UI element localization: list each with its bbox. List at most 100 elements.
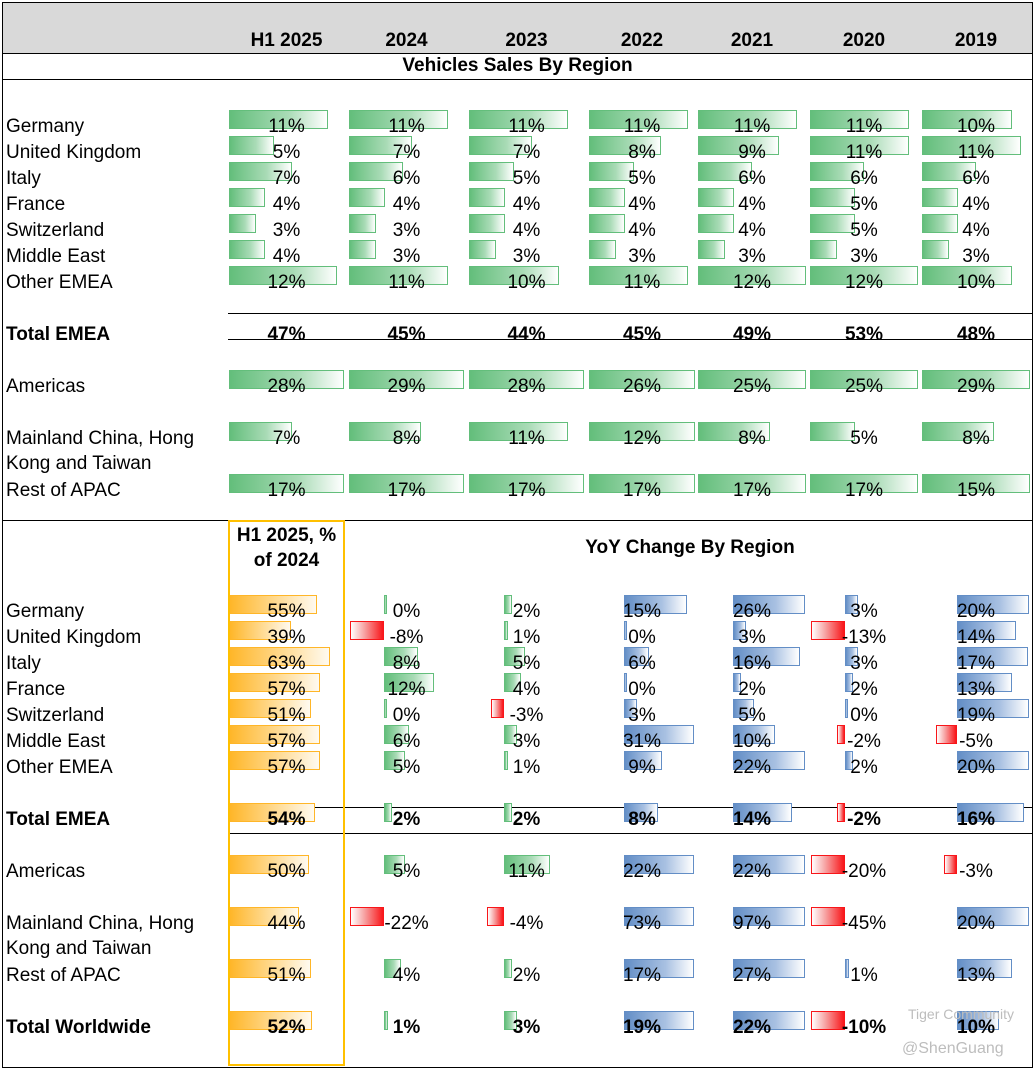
- yoy-change-bar: [624, 621, 627, 640]
- share-bar: [810, 266, 918, 285]
- share-value: 4%: [962, 194, 990, 215]
- yoy-change-bar: [504, 751, 509, 770]
- yoy-change-bar: [384, 725, 410, 744]
- share-value: 28%: [267, 376, 306, 397]
- yoy-change-bar: [624, 855, 694, 874]
- yoy-change-value: 0%: [392, 601, 421, 622]
- h1-progress-value: 55%: [267, 601, 306, 622]
- column-header: H1 2025: [250, 30, 323, 51]
- share-value: 45%: [622, 324, 662, 345]
- column-header: 2021: [730, 30, 774, 51]
- yoy-change-bar: [624, 907, 694, 926]
- yoy-change-value: -4%: [509, 913, 544, 934]
- yoy-change-bar: [504, 959, 513, 978]
- share-bar: [922, 474, 1030, 493]
- yoy-change-bar: [957, 1011, 999, 1030]
- yoy-change-value: 22%: [732, 861, 772, 882]
- share-value: 8%: [392, 428, 421, 449]
- yoy-change-value: 2%: [850, 679, 878, 700]
- yoy-change-value: 27%: [732, 965, 772, 986]
- share-value: 53%: [844, 324, 884, 345]
- yoy-change-value: 5%: [392, 757, 421, 778]
- yoy-change-value: -45%: [841, 913, 887, 934]
- yoy-change-bar: [624, 751, 662, 770]
- share-value: 3%: [392, 220, 421, 241]
- share-bar: [698, 110, 797, 129]
- share-value: 11%: [733, 116, 771, 137]
- share-value: 9%: [738, 142, 766, 163]
- share-value: 11%: [957, 142, 995, 163]
- yoy-change-value: 3%: [628, 705, 656, 726]
- share-value: 12%: [732, 272, 772, 293]
- h1-progress-value: 57%: [267, 679, 306, 700]
- share-bar: [922, 162, 976, 181]
- yoy-change-value: -2%: [847, 809, 881, 830]
- h1-progress-value: 51%: [267, 705, 306, 726]
- yoy-change-value: -20%: [841, 861, 887, 882]
- yoy-change-bar: [504, 803, 513, 822]
- share-value: 11%: [623, 272, 661, 293]
- region-label: United Kingdom: [6, 142, 142, 163]
- yoy-change-bar: [384, 699, 387, 718]
- region-label: Americas: [6, 376, 86, 397]
- region-label: Switzerland: [6, 705, 105, 726]
- h1-progress-value: 63%: [267, 653, 306, 674]
- yoy-change-bar: [733, 959, 805, 978]
- share-value: 4%: [628, 220, 656, 241]
- share-value: 17%: [267, 480, 306, 501]
- share-value: 29%: [956, 376, 996, 397]
- share-value: 12%: [267, 272, 306, 293]
- share-value: 11%: [508, 116, 545, 137]
- share-bar: [810, 110, 909, 129]
- yoy-change-bar: [384, 595, 387, 614]
- share-bar: [810, 240, 837, 259]
- yoy-change-value: 5%: [512, 653, 541, 674]
- share-bar: [589, 240, 616, 259]
- sales-section-title: Vehicles Sales By Region: [402, 55, 633, 76]
- yoy-change-value: 20%: [956, 601, 996, 622]
- share-bar: [589, 266, 688, 285]
- yoy-change-bar: [624, 959, 694, 978]
- share-bar: [698, 474, 806, 493]
- share-bar: [698, 136, 779, 155]
- yoy-change-bar: [624, 673, 627, 692]
- share-value: 25%: [732, 376, 772, 397]
- region-label-line2: Kong and Taiwan: [6, 453, 152, 474]
- share-value: 4%: [392, 194, 421, 215]
- yoy-change-bar: [733, 699, 754, 718]
- share-value: 8%: [738, 428, 766, 449]
- yoy-change-bar: [504, 673, 521, 692]
- share-bar: [349, 214, 376, 233]
- region-label: Total Worldwide: [6, 1017, 151, 1038]
- yoy-change-value: 1%: [392, 1017, 421, 1038]
- yoy-change-value: 19%: [622, 1017, 662, 1038]
- yoy-change-bar: [733, 1011, 805, 1030]
- yoy-change-value: 2%: [512, 965, 541, 986]
- yoy-change-bar: [957, 621, 1016, 640]
- share-bar: [349, 422, 421, 441]
- yoy-change-value: -10%: [841, 1017, 887, 1038]
- region-label: Switzerland: [6, 220, 105, 241]
- yoy-change-bar: [811, 1011, 845, 1030]
- share-value: 3%: [962, 246, 990, 267]
- share-bar: [922, 188, 958, 207]
- share-bar: [589, 422, 695, 441]
- yoy-change-value: 1%: [512, 627, 541, 648]
- yoy-change-bar: [384, 751, 405, 770]
- yoy-change-bar: [384, 855, 405, 874]
- yoy-change-bar: [845, 699, 848, 718]
- yoy-change-bar: [504, 1011, 517, 1030]
- region-label: France: [6, 679, 66, 700]
- share-bar: [469, 214, 505, 233]
- h1-progress-value: 57%: [267, 731, 306, 752]
- share-value: 7%: [512, 142, 541, 163]
- share-bar: [229, 110, 328, 129]
- yoy-change-value: 26%: [732, 601, 772, 622]
- yoy-change-value: 22%: [732, 1017, 772, 1038]
- share-value: 4%: [738, 194, 766, 215]
- yoy-change-value: 8%: [628, 809, 656, 830]
- yoy-change-bar: [845, 959, 850, 978]
- share-value: 5%: [850, 194, 878, 215]
- region-label: Mainland China, Hong: [6, 428, 195, 449]
- yoy-change-value: 20%: [956, 913, 996, 934]
